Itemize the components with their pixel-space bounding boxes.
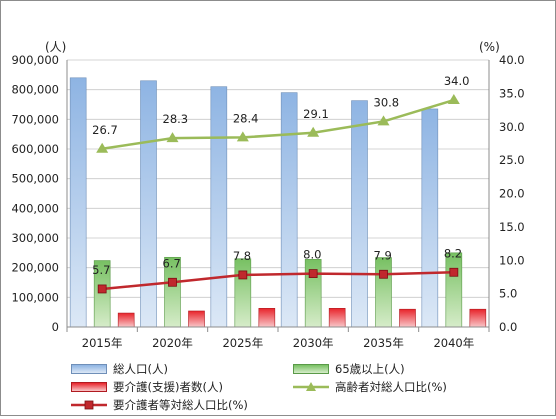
legend-swatch-total-population [71,364,107,374]
data-label: 34.0 [444,74,470,88]
bar [234,258,252,328]
y-right-tick-label: 25.0 [499,153,525,167]
point-triangle [307,126,320,137]
bar [469,308,487,328]
legend-item-care-recipients: 要介護(支援)者数(人) [71,379,223,395]
y-right-tick-label: 20.0 [499,187,525,201]
y-right-tick-label: 30.0 [499,120,525,134]
data-label: 30.8 [374,95,400,109]
legend-swatch-65-plus [293,364,329,374]
bar [375,257,392,328]
data-label: 5.7 [92,263,110,277]
data-label: 7.9 [374,248,392,262]
legend-swatch-elderly-ratio [293,382,329,391]
y-left-tick-label: 0 [52,320,59,334]
x-tick-label: 2015年 [82,336,123,350]
bar [210,86,228,328]
legend-item-total-population: 総人口(人) [71,361,168,377]
y-left-tick-label: 400,000 [11,201,59,215]
legend-label-care-ratio: 要介護者等対総人口比(%) [113,398,248,412]
point-triangle [236,131,249,142]
x-tick-label: 2030年 [293,336,334,350]
data-label: 6.7 [163,256,181,270]
data-label: 29.1 [303,107,329,121]
x-tick-label: 2035年 [363,336,404,350]
y-left-tick-label: 700,000 [11,112,59,126]
y-left-tick-label: 200,000 [11,261,59,275]
data-label: 28.4 [233,111,259,125]
data-label: 26.7 [92,123,118,137]
point-square [238,270,248,280]
point-square [379,269,388,279]
legend-label-elderly-ratio: 高齢者対総人口比(%) [335,380,447,394]
series-line [101,98,455,151]
series-line [102,271,454,291]
y-left-unit: (人) [45,40,66,54]
legend-item-care-ratio: 要介護者等対総人口比(%) [71,397,248,413]
legend-item-65-plus: 65歳以上(人) [293,361,405,377]
y-right-unit: (%) [479,40,500,54]
y-left-tick-label: 900,000 [11,53,59,67]
x-tick-label: 2025年 [222,336,263,350]
bar [445,252,463,328]
y-right-tick-label: 15.0 [499,220,525,234]
y-right-tick-label: 40.0 [499,53,525,67]
y-right-tick-label: 5.0 [499,287,517,301]
legend-label-65-plus: 65歳以上(人) [335,362,405,376]
point-triangle [96,142,109,153]
legend-swatch-care-recipients [71,382,107,392]
point-square [308,269,318,279]
y-left-tick-label: 300,000 [11,231,59,245]
bar [351,100,368,328]
y-right-tick-label: 35.0 [499,86,525,100]
point-square [97,284,107,294]
y-left-tick-label: 600,000 [11,142,59,156]
bar [280,92,298,328]
bar [258,308,276,328]
legend-label-total-population: 総人口(人) [113,362,168,376]
point-triangle [377,115,390,126]
bar [69,77,87,328]
legend-label-care-recipients: 要介護(支援)者数(人) [113,380,223,394]
y-left-tick-label: 100,000 [11,290,59,304]
y-left-tick-label: 800,000 [11,83,59,97]
x-tick-label: 2040年 [433,336,474,350]
x-tick-label: 2020年 [152,336,193,350]
point-triangle [166,132,179,143]
bar [140,80,157,328]
point-square [449,267,459,277]
bar [399,308,416,328]
data-label: 8.0 [303,248,321,262]
bar [421,108,439,328]
bar [117,312,135,328]
point-square [168,277,177,287]
data-label: 8.2 [444,246,462,260]
point-triangle [447,94,460,105]
legend-item-elderly-ratio: 高齢者対総人口比(%) [293,379,447,395]
data-label: 7.8 [233,249,251,263]
bar [188,310,205,328]
bar [328,308,346,328]
data-label: 28.3 [163,112,189,126]
legend-swatch-care-ratio [71,400,107,410]
y-right-tick-label: 0.0 [499,320,517,334]
y-left-tick-label: 500,000 [11,172,59,186]
y-right-tick-label: 10.0 [499,253,525,267]
